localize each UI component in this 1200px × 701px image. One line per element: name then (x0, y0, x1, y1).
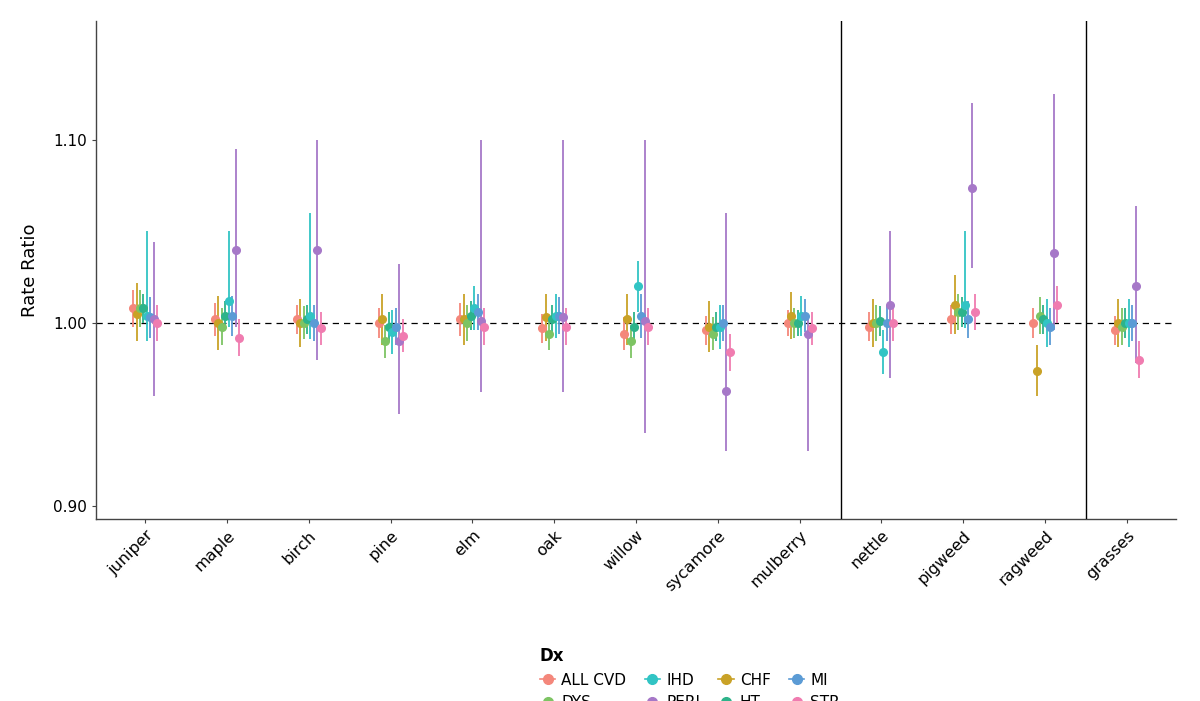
Legend: ALL CVD, DYS, IHD, PERI, CHF, HT, MI, STR: ALL CVD, DYS, IHD, PERI, CHF, HT, MI, ST… (540, 647, 840, 701)
Y-axis label: Rate Ratio: Rate Ratio (22, 223, 40, 317)
